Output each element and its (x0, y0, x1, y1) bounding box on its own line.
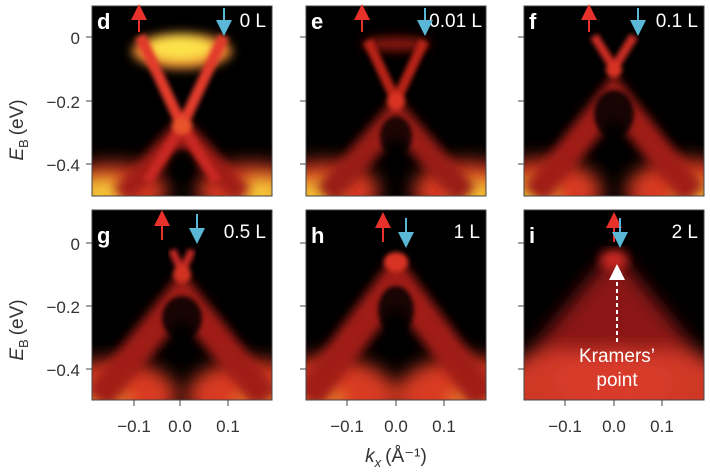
svg-text:EB(eV): EB(eV) (7, 99, 31, 160)
y-tick-0-top: 0 (71, 29, 80, 48)
x-tick-0-left: −0.1 (117, 417, 151, 436)
panel-letter-f: f (529, 9, 537, 34)
y-axis-label-bottom: EB(eV) (7, 299, 31, 360)
panel-f: f 0.1 L (523, 4, 705, 197)
kramers-label-line1: Kramers’ (579, 346, 655, 367)
dose-label-g: 0.5 L (224, 222, 266, 243)
dose-label-d: 0 L (240, 11, 266, 32)
tick-marks (86, 36, 663, 406)
y-tick-1-top: −0.2 (46, 93, 80, 112)
x-tick-2-right: 0.1 (650, 417, 674, 436)
panel-letter-g: g (97, 223, 110, 248)
x-axis-label: kx (Å⁻¹) (365, 446, 427, 470)
dose-label-h: 1 L (454, 222, 480, 243)
svg-text:kx(Å⁻¹): kx (Å⁻¹) (365, 446, 427, 470)
x-tick-2-left: 0.1 (216, 417, 240, 436)
kramers-label-line2: point (596, 370, 638, 391)
panel-letter-d: d (97, 9, 110, 34)
x-tick-1-left: 0.0 (168, 417, 192, 436)
x-tick-1-right: 0.0 (602, 417, 626, 436)
x-tick-2-mid: 0.1 (432, 417, 456, 436)
x-tick-1-mid: 0.0 (384, 417, 408, 436)
y-tick-1-bottom: −0.2 (46, 298, 80, 317)
dose-label-f: 0.1 L (656, 11, 698, 32)
x-tick-0-right: −0.1 (548, 417, 582, 436)
y-tick-2-bottom: −0.4 (46, 361, 80, 380)
svg-text:EB(eV): EB(eV) (7, 299, 31, 360)
y-tick-2-top: −0.4 (46, 156, 80, 175)
dose-label-e: 0.01 L (429, 11, 482, 32)
y-axis-label-top: EB(eV) (7, 99, 31, 160)
panel-letter-e: e (311, 9, 323, 34)
y-symbol: E (7, 148, 28, 161)
panel-e: e 0.01 L (305, 4, 487, 197)
panel-h: h 1 L (305, 209, 487, 401)
x-tick-0-mid: −0.1 (330, 417, 364, 436)
panel-d: d 0 L (91, 4, 273, 197)
y-tick-0-bottom: 0 (71, 235, 80, 254)
panel-g: g 0.5 L (91, 209, 273, 401)
dose-label-i: 2 L (672, 222, 698, 243)
panel-letter-i: i (529, 223, 535, 248)
panel-letter-h: h (311, 223, 324, 248)
panel-i: i 2 L Kramers’ point (523, 209, 705, 401)
